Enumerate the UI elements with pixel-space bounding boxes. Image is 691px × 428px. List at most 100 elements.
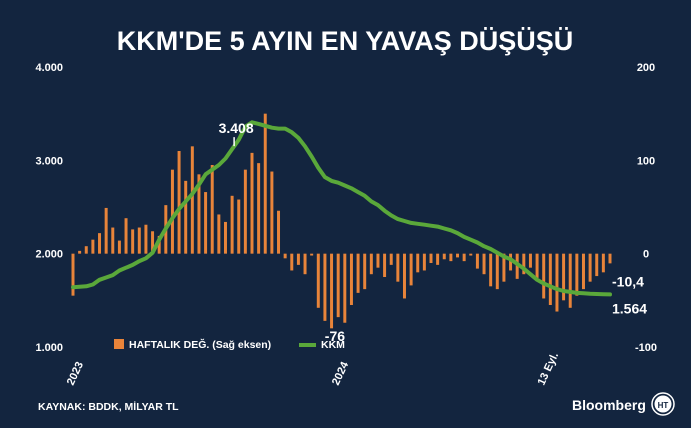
weekly-change-bar — [449, 253, 453, 262]
weekly-change-bar — [535, 253, 539, 278]
weekly-change-bar — [402, 253, 406, 299]
weekly-change-bar — [316, 253, 320, 308]
left-tick-label: 3.000 — [35, 155, 63, 167]
weekly-change-bar — [111, 227, 115, 254]
weekly-change-bar — [462, 253, 466, 262]
weekly-change-bar — [588, 253, 592, 282]
weekly-change-bar — [190, 146, 194, 254]
weekly-change-bar — [283, 253, 287, 259]
left-tick-label: 2.000 — [35, 249, 63, 261]
weekly-change-bar — [509, 253, 513, 271]
weekly-change-bar — [84, 246, 88, 254]
weekly-change-bar — [396, 253, 400, 282]
ht-badge-text: HT — [658, 401, 669, 410]
weekly-change-bar — [548, 253, 552, 305]
left-tick-label: 4.000 — [35, 62, 63, 74]
weekly-change-bar — [601, 253, 605, 273]
weekly-change-bar — [263, 113, 267, 254]
weekly-change-bar — [376, 253, 380, 268]
weekly-change-bar — [349, 253, 353, 305]
weekly-change-bar — [456, 253, 460, 258]
weekly-change-bar — [436, 253, 440, 265]
weekly-change-bar — [204, 192, 208, 254]
weekly-change-bar — [343, 253, 347, 323]
x-tick-label: 13 Eyl. — [536, 351, 562, 388]
weekly-change-bars — [71, 113, 612, 329]
weekly-change-bar — [184, 180, 188, 254]
weekly-change-bar — [91, 239, 95, 254]
bloomberg-logo: Bloomberg — [572, 397, 646, 413]
weekly-change-bar — [223, 221, 227, 254]
weekly-change-bar — [144, 224, 148, 254]
kkm-line — [71, 120, 612, 297]
weekly-change-bar — [137, 227, 141, 254]
weekly-change-bar — [170, 169, 174, 254]
weekly-change-bar — [356, 253, 360, 293]
legend-label-line: KKM — [321, 339, 345, 351]
weekly-change-bar — [482, 253, 486, 275]
legend-label-bars: HAFTALIK DEĞ. (Sağ eksen) — [129, 338, 271, 351]
annotations: 3.408 -76 -10,4 1.564 — [219, 120, 648, 344]
weekly-change-bar — [250, 152, 254, 254]
weekly-change-bar — [542, 253, 546, 299]
weekly-change-bar — [303, 253, 307, 275]
chart-title: KKM'DE 5 AYIN EN YAVAŞ DÜŞÜŞÜ — [117, 26, 574, 56]
weekly-change-bar — [157, 235, 161, 254]
weekly-change-bar — [78, 250, 82, 254]
weekly-change-bar — [243, 169, 247, 254]
weekly-change-bar — [98, 233, 102, 254]
weekly-change-bar — [237, 199, 241, 254]
weekly-change-bar — [197, 174, 201, 254]
weekly-change-bar — [608, 253, 612, 264]
left-axis: 4.000 3.000 2.000 1.000 — [35, 62, 63, 354]
min-bar-label: -76 — [325, 328, 345, 344]
right-tick-label: 200 — [637, 62, 655, 74]
right-tick-label: 100 — [637, 155, 655, 167]
weekly-change-bar — [562, 253, 566, 301]
weekly-change-bar — [595, 253, 599, 277]
weekly-change-bar — [296, 253, 300, 265]
legend-swatch-bars — [114, 339, 124, 349]
x-tick-label: 2023 — [65, 360, 86, 387]
right-tick-label: 0 — [643, 249, 649, 261]
weekly-change-bar — [528, 253, 532, 268]
last-kkm-label: 1.564 — [612, 300, 647, 316]
left-tick-label: 1.000 — [35, 342, 63, 354]
weekly-change-bar — [217, 214, 221, 254]
x-axis-labels: 2023 2024 13 Eyl. — [65, 351, 561, 388]
weekly-change-bar — [323, 253, 327, 321]
weekly-change-bar — [124, 218, 128, 254]
right-tick-label: -100 — [635, 342, 657, 354]
x-tick-label: 2024 — [330, 359, 352, 387]
weekly-change-bar — [389, 253, 393, 265]
weekly-change-bar — [257, 163, 261, 254]
weekly-change-bar — [416, 253, 420, 273]
weekly-change-bar — [277, 210, 281, 254]
weekly-change-bar — [71, 253, 75, 296]
weekly-change-bar — [369, 253, 373, 275]
weekly-change-bar — [210, 165, 214, 254]
weekly-change-bar — [429, 253, 433, 263]
peak-label: 3.408 — [219, 120, 254, 136]
weekly-change-bar — [495, 253, 499, 290]
source-note: KAYNAK: BDDK, MİLYAR TL — [38, 400, 179, 413]
ht-badge-icon: HT — [651, 392, 675, 416]
weekly-change-bar — [104, 207, 108, 254]
weekly-change-bar — [131, 229, 135, 254]
weekly-change-bar — [469, 253, 473, 256]
weekly-change-bar — [581, 253, 585, 290]
weekly-change-bar — [575, 253, 579, 296]
weekly-change-bar — [568, 253, 572, 308]
weekly-change-bar — [442, 253, 446, 260]
weekly-change-bar — [522, 253, 526, 275]
weekly-change-bar — [177, 151, 181, 254]
weekly-change-bar — [502, 253, 506, 282]
legend: HAFTALIK DEĞ. (Sağ eksen) KKM — [114, 338, 345, 351]
right-axis: 200 100 0 -100 — [635, 62, 657, 354]
weekly-change-bar — [409, 253, 413, 286]
weekly-change-bar — [330, 253, 334, 329]
weekly-change-bar — [117, 240, 121, 254]
kkm-line-layer — [71, 120, 612, 297]
